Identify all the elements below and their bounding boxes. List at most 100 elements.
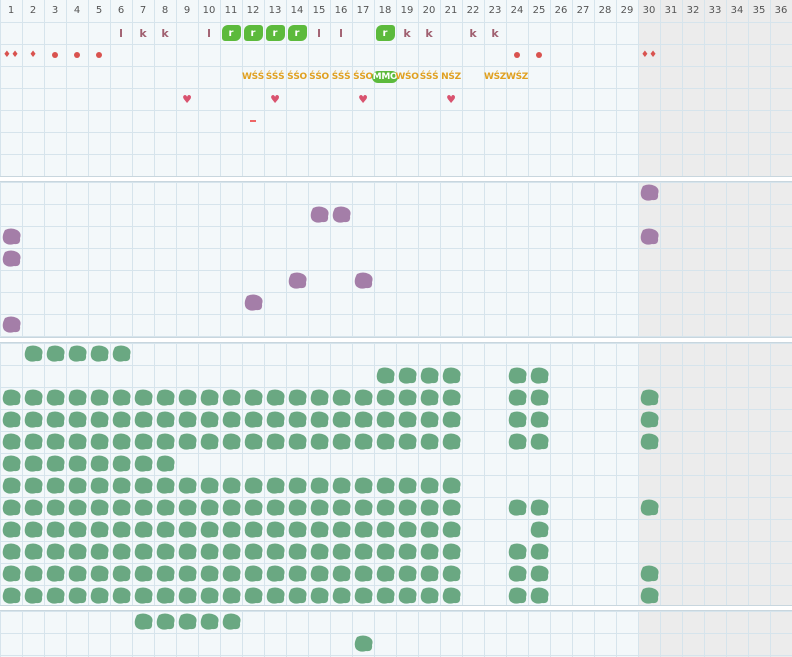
green-blob[interactable] (24, 389, 43, 406)
green-blob[interactable] (222, 613, 241, 630)
green-blob[interactable] (156, 411, 175, 428)
drop-marker[interactable]: ♦♦ (638, 44, 660, 66)
code-marker[interactable]: ŚŚŚ (264, 66, 286, 88)
green-blob[interactable] (288, 543, 307, 560)
green-blob[interactable] (90, 565, 109, 582)
green-blob[interactable] (508, 389, 527, 406)
green-blob[interactable] (266, 477, 285, 494)
red-dot-marker[interactable] (528, 44, 550, 66)
green-blob[interactable] (420, 389, 439, 406)
letter-marker[interactable]: k (154, 22, 176, 44)
green-blob[interactable] (90, 433, 109, 450)
green-blob[interactable] (134, 499, 153, 516)
code-marker[interactable]: ŚŚO (286, 66, 308, 88)
heart-marker[interactable]: ♥ (352, 88, 374, 110)
green-blob[interactable] (68, 543, 87, 560)
green-blob[interactable] (90, 389, 109, 406)
green-blob[interactable] (266, 433, 285, 450)
green-blob[interactable] (112, 389, 131, 406)
green-blob[interactable] (288, 587, 307, 604)
green-blob[interactable] (530, 499, 549, 516)
green-blob[interactable] (46, 455, 65, 472)
green-blob[interactable] (178, 613, 197, 630)
green-blob[interactable] (288, 565, 307, 582)
green-blob[interactable] (420, 499, 439, 516)
green-blob[interactable] (178, 499, 197, 516)
drop-marker[interactable]: ♦ (22, 44, 44, 66)
green-blob[interactable] (134, 455, 153, 472)
green-r-badge[interactable]: r (286, 22, 308, 44)
letter-marker[interactable]: l (330, 22, 352, 44)
green-blob[interactable] (68, 521, 87, 538)
green-blob[interactable] (2, 411, 21, 428)
green-blob[interactable] (178, 587, 197, 604)
green-blob[interactable] (530, 565, 549, 582)
green-blob[interactable] (508, 433, 527, 450)
green-blob[interactable] (420, 477, 439, 494)
green-blob[interactable] (134, 433, 153, 450)
green-blob[interactable] (112, 521, 131, 538)
green-blob[interactable] (266, 411, 285, 428)
green-blob[interactable] (376, 587, 395, 604)
green-r-badge[interactable]: r (242, 22, 264, 44)
green-blob[interactable] (46, 521, 65, 538)
green-blob[interactable] (310, 565, 329, 582)
green-r-badge[interactable]: r (264, 22, 286, 44)
heart-marker[interactable]: ♥ (440, 88, 462, 110)
green-blob[interactable] (68, 433, 87, 450)
red-dot-marker[interactable] (88, 44, 110, 66)
green-blob[interactable] (442, 367, 461, 384)
green-blob[interactable] (90, 411, 109, 428)
drop-marker[interactable]: ♦♦ (0, 44, 22, 66)
green-blob[interactable] (222, 543, 241, 560)
green-blob[interactable] (200, 411, 219, 428)
letter-marker[interactable]: k (396, 22, 418, 44)
green-blob[interactable] (2, 521, 21, 538)
green-blob[interactable] (178, 521, 197, 538)
green-blob[interactable] (398, 477, 417, 494)
green-blob[interactable] (156, 455, 175, 472)
green-blob[interactable] (376, 499, 395, 516)
green-blob[interactable] (46, 565, 65, 582)
green-blob[interactable] (288, 411, 307, 428)
green-blob[interactable] (354, 477, 373, 494)
letter-marker[interactable]: k (484, 22, 506, 44)
green-blob[interactable] (376, 477, 395, 494)
green-blob[interactable] (442, 565, 461, 582)
green-blob[interactable] (46, 499, 65, 516)
green-blob[interactable] (420, 367, 439, 384)
green-blob[interactable] (90, 499, 109, 516)
green-r-badge[interactable]: r (220, 22, 242, 44)
green-blob[interactable] (24, 455, 43, 472)
green-blob[interactable] (222, 411, 241, 428)
green-blob[interactable] (288, 499, 307, 516)
green-blob[interactable] (156, 433, 175, 450)
green-blob[interactable] (68, 345, 87, 362)
green-blob[interactable] (200, 433, 219, 450)
green-blob[interactable] (90, 345, 109, 362)
green-blob[interactable] (640, 433, 659, 450)
green-blob[interactable] (442, 411, 461, 428)
purple-blob[interactable] (288, 272, 307, 289)
green-blob[interactable] (178, 411, 197, 428)
green-blob[interactable] (398, 543, 417, 560)
green-blob[interactable] (134, 521, 153, 538)
green-blob[interactable] (178, 565, 197, 582)
code-marker[interactable]: ŚŚO (352, 66, 374, 88)
green-blob[interactable] (68, 477, 87, 494)
green-blob[interactable] (530, 389, 549, 406)
green-blob[interactable] (112, 455, 131, 472)
green-r-badge[interactable]: r (374, 22, 396, 44)
green-blob[interactable] (112, 499, 131, 516)
green-blob[interactable] (112, 345, 131, 362)
green-blob[interactable] (24, 543, 43, 560)
green-blob[interactable] (112, 477, 131, 494)
green-blob[interactable] (178, 543, 197, 560)
green-blob[interactable] (46, 477, 65, 494)
green-blob[interactable] (332, 521, 351, 538)
green-blob[interactable] (200, 565, 219, 582)
green-blob[interactable] (2, 389, 21, 406)
green-blob[interactable] (90, 455, 109, 472)
green-blob[interactable] (68, 411, 87, 428)
green-blob[interactable] (2, 433, 21, 450)
